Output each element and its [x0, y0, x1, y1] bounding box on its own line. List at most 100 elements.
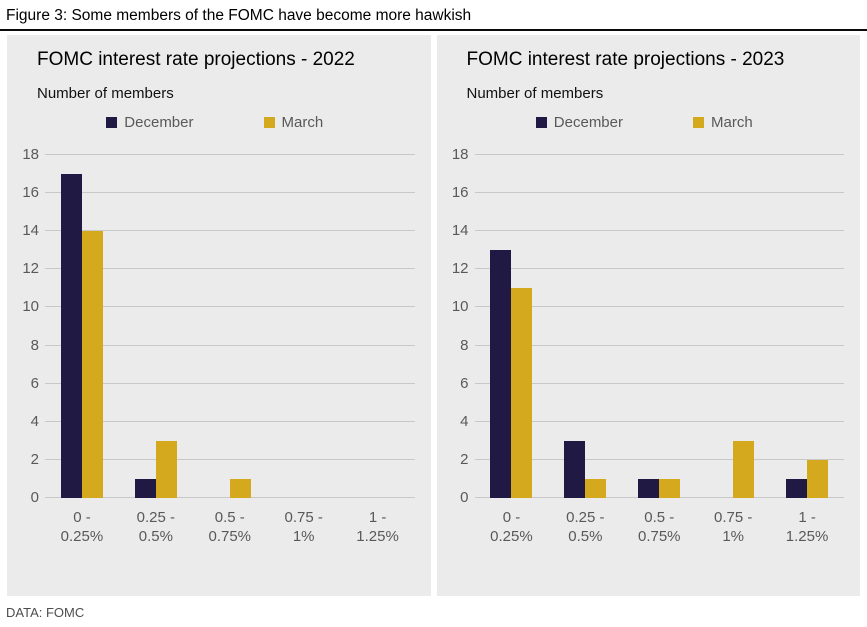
- y-tick-label: 2: [460, 450, 469, 468]
- bar-march: [81, 231, 103, 499]
- bar-march: [807, 459, 829, 499]
- x-tick-label: 1 -1.25%: [770, 508, 844, 546]
- x-tick-line1: 0.25 -: [136, 509, 176, 527]
- gridline: [474, 230, 844, 232]
- x-tick-label: 0 -0.25%: [475, 508, 549, 546]
- gridline: [45, 344, 415, 346]
- x-tick-label: 0.5 -0.75%: [622, 508, 696, 546]
- legend-item-december: December: [535, 114, 623, 132]
- plot-region: 0 2 4 6 8 10 12 14 16 18: [445, 146, 844, 506]
- y-tick-label: 16: [22, 184, 39, 202]
- gridline: [474, 154, 844, 156]
- x-tick-line2: 0.75%: [208, 528, 252, 546]
- y-tick-label: 0: [460, 489, 469, 507]
- legend-swatch-march-icon: [263, 117, 275, 129]
- y-tick-label: 12: [451, 260, 469, 278]
- legend-label-december: December: [553, 114, 623, 132]
- legend-swatch-december-icon: [535, 117, 547, 129]
- x-tick-line1: 1 -: [368, 509, 387, 527]
- gridline: [474, 344, 844, 346]
- y-tick-label: 18: [22, 146, 39, 164]
- bar-march: [585, 478, 607, 499]
- bar-group: [696, 155, 770, 499]
- gridline: [45, 382, 415, 384]
- x-tick-line2: 1%: [292, 528, 315, 546]
- x-tick-line2: 0.75%: [637, 528, 681, 546]
- y-tick-label: 8: [460, 336, 469, 354]
- x-tick-line1: 0.5 -: [214, 509, 245, 527]
- bar-march: [155, 440, 177, 499]
- legend-item-march: March: [693, 114, 753, 131]
- y-axis-ticks: 0 2 4 6 8 10 12 14 16 18: [445, 146, 475, 506]
- charts-container: FOMC interest rate projections - 2022 Nu…: [0, 31, 867, 596]
- y-tick-label: 18: [451, 146, 469, 164]
- y-tick-label: 10: [22, 298, 39, 316]
- x-tick-line2: 0.5%: [568, 528, 603, 546]
- y-tick-label: 4: [460, 412, 469, 430]
- gridline: [474, 458, 844, 460]
- y-axis-ticks: 0 2 4 6 8 10 12 14 16 18: [15, 146, 45, 506]
- y-tick-label: 4: [30, 412, 39, 430]
- legend-label-december: December: [124, 114, 194, 132]
- x-axis-ticks: 0 -0.25% 0.25 -0.5% 0.5 -0.75% 0.75 -1% 1 -1…: [475, 508, 845, 546]
- x-tick-label: 0.25 -0.5%: [119, 508, 193, 546]
- legend-swatch-march-icon: [693, 117, 704, 129]
- x-tick-line2: 0.25%: [490, 528, 533, 546]
- gridline: [474, 306, 844, 308]
- x-axis-ticks: 0 -0.25% 0.25 -0.5% 0.5 -0.75% 0.75 -1% 1 -1…: [45, 508, 415, 546]
- plot-area: [45, 154, 415, 499]
- x-tick-line2: 1.25%: [356, 528, 399, 546]
- legend: December March: [445, 114, 845, 131]
- plot-region: 0 2 4 6 8 10 12 14 16 18: [15, 146, 415, 506]
- x-tick-line2: 1%: [722, 528, 745, 546]
- bar-groups: [45, 155, 415, 499]
- x-tick-line1: 0 -: [502, 509, 521, 527]
- bar-december: [638, 478, 660, 499]
- x-tick-line1: 0.25 -: [566, 509, 605, 527]
- bar-group: [193, 155, 267, 499]
- x-tick-line1: 0.75 -: [284, 509, 323, 527]
- x-tick-label: 0 -0.25%: [45, 508, 119, 546]
- legend-swatch-december-icon: [106, 117, 118, 129]
- y-tick-label: 0: [30, 489, 39, 507]
- legend-label-march: March: [711, 114, 753, 132]
- y-tick-label: 16: [451, 184, 469, 202]
- x-tick-line1: 1 -: [798, 509, 816, 527]
- bar-group: [267, 155, 341, 498]
- x-tick-label: 0.5 -0.75%: [193, 508, 267, 546]
- gridline: [45, 306, 415, 308]
- y-tick-label: 10: [451, 298, 469, 316]
- gridline: [45, 154, 415, 156]
- bar-december: [490, 250, 512, 499]
- gridline: [45, 497, 415, 499]
- gridline: [45, 268, 415, 270]
- bar-group: [548, 155, 622, 499]
- x-tick-line1: 0.5 -: [644, 509, 675, 527]
- gridline: [45, 458, 415, 460]
- bar-december: [786, 478, 808, 499]
- y-tick-label: 6: [30, 374, 39, 392]
- x-tick-label: 0.25 -0.5%: [548, 508, 622, 546]
- bar-march: [659, 478, 681, 499]
- gridline: [474, 192, 844, 194]
- chart-y-axis-label: Number of members: [37, 85, 174, 103]
- bar-march: [511, 288, 533, 499]
- chart-title: FOMC interest rate projections - 2022: [37, 49, 355, 70]
- chart-y-axis-label: Number of members: [466, 85, 604, 103]
- bar-group: [119, 155, 193, 499]
- source-note: DATA: FOMC: [6, 605, 85, 620]
- bar-group: [770, 155, 844, 499]
- y-tick-label: 8: [30, 336, 39, 354]
- bar-group: [45, 155, 119, 499]
- gridline: [474, 420, 844, 422]
- bar-group: [341, 155, 415, 498]
- y-tick-label: 14: [22, 222, 39, 240]
- legend-label-march: March: [281, 114, 324, 132]
- gridline: [474, 268, 844, 270]
- gridline: [474, 382, 844, 384]
- x-tick-line2: 0.25%: [60, 528, 104, 546]
- x-tick-line1: 0 -: [73, 509, 91, 527]
- bar-december: [564, 440, 586, 499]
- gridline: [45, 420, 415, 422]
